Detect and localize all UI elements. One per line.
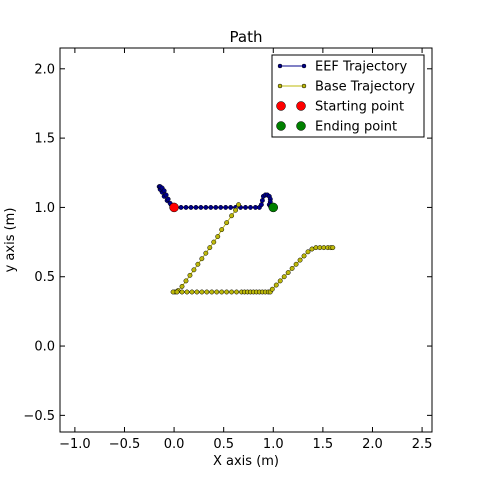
series-1-point — [179, 283, 185, 289]
series-1-point — [289, 265, 295, 271]
plot-area — [156, 184, 336, 295]
series-1-point — [297, 257, 303, 263]
series-1-point — [183, 278, 189, 284]
series-1-point — [195, 261, 201, 267]
series-0-point — [188, 204, 194, 210]
series-0-point — [213, 204, 219, 210]
legend-label: EEF Trajectory — [315, 60, 408, 75]
series-1-point — [207, 245, 213, 251]
x-tick-label: 1.0 — [263, 437, 284, 452]
x-tick-label: 2.5 — [412, 437, 433, 452]
series-1-point — [219, 227, 225, 233]
series-1-point — [203, 250, 209, 256]
series-1-point — [224, 289, 230, 295]
legend-marker-sample — [296, 121, 306, 131]
series-0-point — [161, 188, 167, 194]
series-1-point — [224, 220, 230, 226]
series-1-point — [277, 278, 283, 284]
series-1-point — [305, 249, 311, 255]
series-0-point — [203, 204, 209, 210]
series-1-point — [301, 253, 307, 259]
series-1-point — [199, 289, 205, 295]
legend: EEF Trajectory Base Trajectory Starting po… — [271, 54, 425, 138]
series-1-point — [204, 289, 210, 295]
series-1-point — [199, 256, 205, 262]
legend-label: Starting point — [315, 100, 404, 115]
y-tick-label: −0.5 — [23, 409, 55, 424]
series-0-point — [208, 204, 214, 210]
series-1-point — [209, 289, 215, 295]
x-tick-label: 0.0 — [164, 437, 185, 452]
ending-point-marker — [268, 202, 279, 213]
series-0-point — [258, 202, 264, 208]
series-0-point — [248, 204, 253, 210]
series-1-point — [189, 289, 195, 295]
series-0-point — [223, 204, 229, 210]
series-1-point — [187, 272, 193, 278]
legend-label: Ending point — [315, 120, 397, 135]
y-axis-label: y axis (m) — [3, 208, 18, 273]
series-1-point — [234, 289, 240, 295]
legend-marker-sample — [301, 83, 307, 89]
series-0-point — [183, 204, 189, 210]
legend-marker-sample — [301, 63, 307, 69]
starting-point-marker — [169, 202, 179, 213]
series-1-point — [191, 267, 197, 273]
legend-label: Base Trajectory — [315, 80, 415, 95]
plot-frame — [59, 47, 433, 433]
series-1-point — [236, 202, 242, 208]
series-1-point — [219, 289, 225, 295]
series-1-point — [174, 289, 180, 295]
axes: −1.0 −0.5 0.0 0.5 1.0 1.5 2.0 2.5 −0.5 0.0 0.5 1.0 1… — [23, 47, 433, 452]
series-0-point — [198, 204, 204, 210]
x-tick-label: −0.5 — [109, 437, 141, 452]
x-tick-label: 1.5 — [313, 437, 334, 452]
series-1-point — [285, 270, 291, 276]
series-1-point — [229, 213, 235, 219]
series-1-point — [281, 274, 287, 280]
y-tick-label: 2.0 — [34, 62, 55, 77]
series-0-point — [165, 196, 171, 202]
series-1-point — [214, 289, 220, 295]
series-1-point — [184, 289, 190, 295]
series-0-point — [243, 204, 248, 210]
y-tick-label: 1.5 — [34, 132, 55, 147]
series-1-point — [215, 234, 221, 239]
x-tick-label: −1.0 — [59, 437, 91, 452]
series-1-point — [179, 289, 185, 295]
legend-marker-sample — [296, 101, 306, 111]
series-0-point — [228, 204, 234, 210]
series-1-point — [330, 245, 336, 251]
series-1-point — [273, 282, 279, 288]
y-tick-label: 0.0 — [34, 340, 55, 355]
legend-marker-sample — [277, 83, 283, 89]
series-0-point — [178, 204, 184, 210]
x-tick-label: 0.5 — [213, 437, 234, 452]
legend-marker-sample — [277, 63, 283, 69]
legend-marker-sample — [276, 121, 286, 131]
series-0-point — [163, 192, 169, 198]
x-axis-label: X axis (m) — [213, 454, 279, 469]
series-1-point — [229, 289, 235, 295]
y-tick-label: 1.0 — [34, 201, 55, 216]
series-1-point — [293, 261, 299, 267]
series-0-point — [193, 204, 199, 210]
chart-title: Path — [230, 28, 263, 46]
legend-marker-sample — [276, 101, 286, 111]
series-1-point — [269, 286, 275, 292]
series-1-point — [194, 289, 200, 295]
series-1-point — [233, 207, 239, 213]
series-0-point — [259, 198, 265, 203]
x-tick-label: 2.0 — [362, 437, 383, 452]
y-tick-label: 0.5 — [34, 270, 55, 285]
series-1-point — [211, 239, 217, 245]
series-0-point — [218, 204, 224, 210]
